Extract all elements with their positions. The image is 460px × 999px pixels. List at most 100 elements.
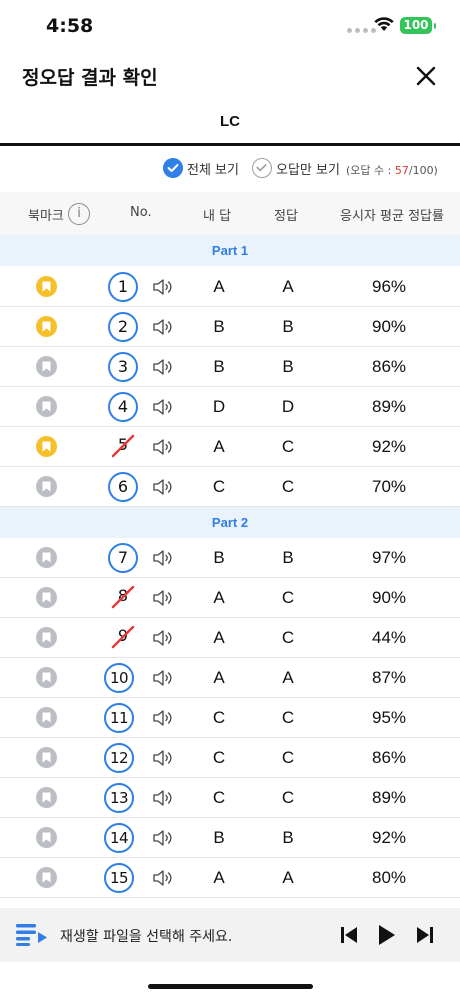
- bookmark-icon[interactable]: [36, 476, 57, 497]
- table-row[interactable]: 13 C C 89%: [0, 778, 460, 818]
- avg-rate: 87%: [372, 668, 407, 687]
- bookmark-icon[interactable]: [36, 627, 57, 648]
- next-icon[interactable]: [416, 926, 434, 944]
- speaker-icon[interactable]: [152, 476, 174, 503]
- part-header: Part 2: [0, 507, 460, 538]
- prev-icon[interactable]: [340, 926, 358, 944]
- question-number[interactable]: 5: [108, 432, 138, 462]
- bookmark-icon[interactable]: [36, 707, 57, 728]
- question-number[interactable]: 6: [108, 472, 138, 502]
- speaker-icon[interactable]: [152, 436, 174, 463]
- question-number[interactable]: 15: [104, 863, 134, 893]
- correct-answer: A: [282, 868, 294, 887]
- info-icon[interactable]: i: [68, 203, 90, 225]
- speaker-icon[interactable]: [152, 667, 174, 694]
- bookmark-icon[interactable]: [36, 547, 57, 568]
- radio-checked-icon: [163, 158, 183, 178]
- speaker-icon[interactable]: [152, 867, 174, 894]
- page-title: 정오답 결과 확인: [22, 67, 158, 89]
- question-number[interactable]: 2: [108, 312, 138, 342]
- question-number[interactable]: 4: [108, 392, 138, 422]
- table-row[interactable]: 4 D D 89%: [0, 387, 460, 427]
- tab-lc[interactable]: LC: [220, 113, 240, 130]
- table-row[interactable]: 10 A A 87%: [0, 658, 460, 698]
- col-no: No.: [130, 205, 152, 220]
- question-number-text: 11: [109, 709, 129, 727]
- speaker-icon[interactable]: [152, 587, 174, 614]
- col-bookmark: 북마크: [28, 209, 64, 224]
- col-rate: 응시자 평균 정답률: [340, 209, 444, 224]
- question-number[interactable]: 11: [104, 703, 134, 733]
- question-number[interactable]: 14: [104, 823, 134, 853]
- tab-indicator: [0, 143, 460, 146]
- status-time: 4:58: [46, 15, 94, 37]
- bookmark-icon[interactable]: [36, 316, 57, 337]
- table-row[interactable]: 6 C C 70%: [0, 467, 460, 507]
- table-row[interactable]: 5 A C 92%: [0, 427, 460, 467]
- table-row[interactable]: 2 B B 90%: [0, 307, 460, 347]
- table-row[interactable]: 12 C C 86%: [0, 738, 460, 778]
- my-answer: A: [213, 868, 225, 887]
- bookmark-icon[interactable]: [36, 356, 57, 377]
- question-number-text: 4: [117, 397, 129, 416]
- table-header: 북마크 i No. 내 답 정답 응시자 평균 정답률: [0, 192, 460, 236]
- bookmark-icon[interactable]: [36, 827, 57, 848]
- wifi-icon: [374, 17, 394, 31]
- bookmark-icon[interactable]: [36, 867, 57, 888]
- close-icon[interactable]: [414, 64, 438, 88]
- question-number[interactable]: 12: [104, 743, 134, 773]
- question-number-text: 15: [109, 869, 129, 887]
- speaker-icon[interactable]: [152, 276, 174, 303]
- my-answer: B: [213, 548, 225, 567]
- table-row[interactable]: 1 A A 96%: [0, 267, 460, 307]
- filter-wrong-option[interactable]: 오답만 보기: [252, 158, 340, 178]
- table-row[interactable]: 9 A C 44%: [0, 618, 460, 658]
- correct-answer: B: [282, 357, 294, 376]
- correct-answer: B: [282, 828, 294, 847]
- question-number[interactable]: 13: [104, 783, 134, 813]
- question-number[interactable]: 10: [104, 663, 134, 693]
- speaker-icon[interactable]: [152, 396, 174, 423]
- header: 정오답 결과 확인: [0, 52, 460, 98]
- question-number[interactable]: 3: [108, 352, 138, 382]
- table-row[interactable]: 14 B B 92%: [0, 818, 460, 858]
- filter-all-option[interactable]: 전체 보기: [163, 158, 239, 178]
- speaker-icon[interactable]: [152, 747, 174, 774]
- battery-indicator: 100: [400, 17, 436, 34]
- correct-answer: C: [281, 708, 295, 727]
- avg-rate: 89%: [372, 788, 407, 807]
- bookmark-icon[interactable]: [36, 276, 57, 297]
- bookmark-icon[interactable]: [36, 587, 57, 608]
- question-number[interactable]: 7: [108, 543, 138, 573]
- table-row[interactable]: 7 B B 97%: [0, 538, 460, 578]
- question-number[interactable]: 8: [108, 583, 138, 613]
- correct-answer: C: [281, 748, 295, 767]
- speaker-icon[interactable]: [152, 316, 174, 343]
- table-row[interactable]: 3 B B 86%: [0, 347, 460, 387]
- speaker-icon[interactable]: [152, 627, 174, 654]
- table-row[interactable]: 8 A C 90%: [0, 578, 460, 618]
- table-row[interactable]: 11 C C 95%: [0, 698, 460, 738]
- bookmark-icon[interactable]: [36, 436, 57, 457]
- question-number-text: 3: [117, 357, 129, 376]
- bookmark-icon[interactable]: [36, 396, 57, 417]
- question-number[interactable]: 9: [108, 623, 138, 653]
- question-number[interactable]: 1: [108, 272, 138, 302]
- signal-icon: [347, 28, 376, 33]
- avg-rate: 96%: [372, 277, 407, 296]
- bookmark-icon[interactable]: [36, 787, 57, 808]
- avg-rate: 92%: [372, 437, 407, 456]
- speaker-icon[interactable]: [152, 356, 174, 383]
- bookmark-icon[interactable]: [36, 747, 57, 768]
- table-row[interactable]: 15 A A 80%: [0, 858, 460, 898]
- correct-answer: C: [281, 477, 295, 496]
- speaker-icon[interactable]: [152, 827, 174, 854]
- speaker-icon[interactable]: [152, 547, 174, 574]
- speaker-icon[interactable]: [152, 707, 174, 734]
- bookmark-icon[interactable]: [36, 667, 57, 688]
- avg-rate: 80%: [372, 868, 407, 887]
- speaker-icon[interactable]: [152, 787, 174, 814]
- correct-answer: C: [281, 628, 295, 647]
- play-icon[interactable]: [378, 924, 396, 946]
- playlist-icon[interactable]: [16, 924, 48, 946]
